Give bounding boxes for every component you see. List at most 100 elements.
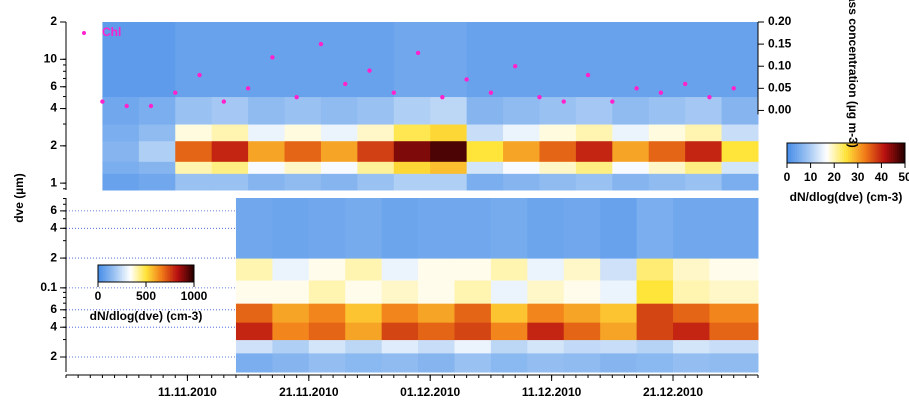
heatmap-cell: [600, 322, 638, 341]
heatmap-cell: [612, 140, 650, 162]
colorbar-step: [865, 143, 869, 163]
colorbar-step: [798, 143, 802, 163]
heatmap-cell: [709, 303, 759, 323]
heatmap-cell: [272, 198, 310, 259]
heatmap-cell: [393, 22, 431, 98]
heatmap-cell: [211, 173, 249, 191]
heatmap-cell: [685, 96, 723, 125]
chl-point: [391, 90, 396, 95]
heatmap-cell: [673, 352, 710, 373]
colorbar-step: [117, 265, 120, 282]
heatmap-cell: [211, 161, 249, 174]
colorbar-step: [820, 143, 823, 163]
heatmap-cell: [430, 124, 468, 142]
chl-point: [221, 99, 227, 104]
chl-point: [415, 50, 421, 56]
chl-point: [464, 77, 469, 82]
heatmap-cell: [721, 140, 759, 162]
heatmap-cell: [345, 322, 383, 341]
heatmap-cell: [272, 352, 310, 373]
heatmap-cell: [648, 161, 686, 174]
heatmap-cell: [381, 280, 419, 304]
heatmap-cell: [138, 140, 176, 162]
heatmap-cell: [575, 140, 613, 162]
colorbar-step: [861, 143, 865, 163]
heatmap-cell: [175, 140, 213, 162]
colorbar-step: [125, 265, 128, 282]
chl-point: [100, 99, 105, 104]
colorbar-step: [118, 265, 121, 282]
y2-tick-label: 0.15: [768, 36, 792, 50]
heatmap-cell: [345, 258, 383, 281]
heatmap-cell: [175, 161, 213, 174]
colorbar-step: [836, 143, 839, 163]
colorbar-step: [168, 265, 171, 282]
heatmap-cell: [648, 22, 686, 98]
chl-point: [124, 103, 129, 109]
colorbar-step: [186, 265, 189, 282]
colorbar-step: [796, 143, 800, 163]
heatmap-cell: [138, 124, 176, 142]
colorbar-step: [893, 143, 896, 163]
colorbar-step: [104, 265, 107, 282]
y2-axis-label: mass concentration (µg m-3): [846, 0, 860, 148]
colorbar-step: [903, 143, 906, 163]
heatmap-cell: [430, 173, 468, 191]
colorbar-step: [158, 265, 161, 282]
heatmap-cell: [466, 22, 504, 98]
colorbar-step: [142, 265, 145, 282]
chl-point: [148, 103, 154, 109]
heatmap-cell: [284, 161, 322, 174]
heatmap-cell: [308, 258, 346, 281]
legend-marker: [82, 31, 86, 35]
heatmap-cell: [381, 339, 419, 354]
heatmap-cell: [527, 280, 565, 304]
heatmap-cell: [685, 173, 723, 191]
colorbar-step: [824, 143, 827, 163]
heatmap-cell: [138, 173, 176, 191]
heatmap-cell: [357, 140, 395, 162]
heatmap-cell: [636, 303, 674, 323]
colorbar-step: [887, 143, 890, 163]
heatmap-cell: [673, 339, 710, 354]
heatmap-cell: [454, 198, 492, 259]
heatmap-cell: [709, 258, 759, 281]
heatmap-cell: [454, 258, 492, 281]
colorbar-step: [790, 143, 794, 163]
heatmap-cell: [381, 352, 419, 373]
heatmap-cell: [709, 322, 759, 341]
legend-label: Chl: [102, 25, 121, 39]
heatmap-cell: [709, 352, 759, 373]
heatmap-cell: [612, 124, 650, 142]
chl-point: [294, 94, 299, 100]
heatmap-cell: [600, 258, 638, 281]
colorbar-step: [828, 143, 831, 163]
heatmap-cell: [636, 352, 674, 373]
heatmap-cell: [320, 161, 358, 174]
heatmap-cell: [357, 161, 395, 174]
heatmap-cell: [308, 280, 346, 304]
heatmap-cell: [393, 96, 431, 125]
heatmap-cell: [563, 339, 601, 354]
colorbar-step: [190, 265, 193, 282]
heatmap-cell: [539, 124, 577, 142]
colorbar-step: [110, 265, 113, 282]
heatmap-cell: [466, 96, 504, 125]
colorbar-step: [165, 265, 168, 282]
colorbar-step: [897, 143, 900, 163]
colorbar-step: [834, 143, 837, 163]
heatmap-cell: [175, 22, 213, 98]
colorbar-step: [871, 143, 875, 163]
heatmap-cell: [527, 303, 565, 323]
heatmap-cell: [272, 303, 310, 323]
heatmap-cell: [636, 339, 674, 354]
colorbar-step: [112, 265, 115, 282]
heatmap-cell: [575, 161, 613, 174]
heatmap-cell: [345, 339, 383, 354]
heatmap-cell: [102, 22, 140, 98]
heatmap-cell: [393, 161, 431, 174]
colorbar-step: [802, 143, 806, 163]
y2-tick-label: 0.05: [768, 80, 792, 94]
heatmap-cell: [600, 352, 638, 373]
heatmap-cell: [636, 322, 674, 341]
